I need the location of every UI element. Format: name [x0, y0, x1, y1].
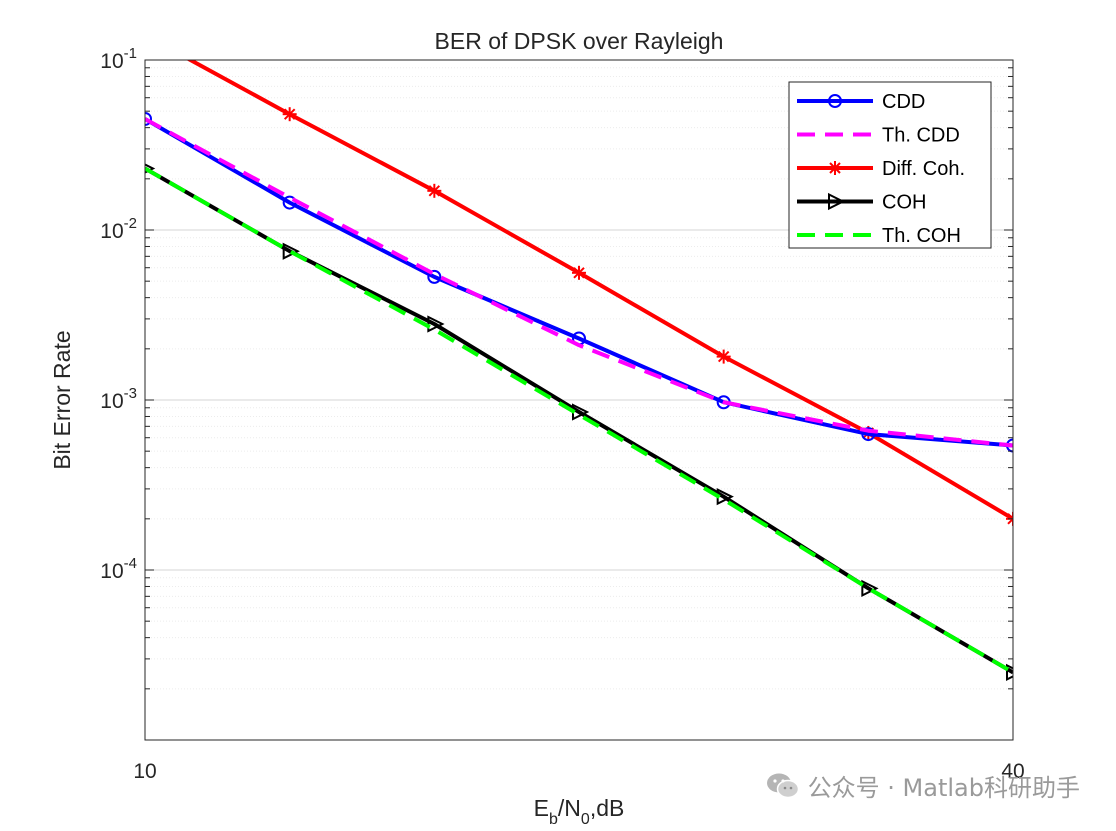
series-line	[145, 117, 1013, 448]
y-tick-label-exponent: -3	[124, 385, 137, 402]
data-point	[1006, 663, 1013, 681]
series-line	[145, 117, 1013, 448]
chart-title: BER of DPSK over Rayleigh	[435, 28, 724, 54]
x-axis-label-sub2: 0	[581, 811, 590, 828]
series-th-cdd	[145, 117, 1013, 448]
tick-marks	[145, 67, 1013, 741]
x-axis-label-sub1: b	[549, 811, 558, 828]
y-tick-labels: 10-110-210-310-4	[100, 45, 137, 583]
x-axis-label-tail: ,dB	[590, 795, 625, 821]
y-axis-label: Bit Error Rate	[49, 330, 75, 469]
data-point	[282, 107, 297, 122]
data-point	[716, 349, 731, 364]
legend-entry: CDD	[797, 91, 925, 113]
data-point	[145, 111, 152, 126]
data-point	[572, 265, 586, 280]
y-tick-label: 10-1	[100, 45, 137, 73]
data-point	[828, 161, 842, 175]
watermark: 公众号 · Matlab科研助手	[766, 768, 1080, 803]
series-line	[145, 166, 1013, 675]
legend-label: Th. COH	[882, 225, 961, 247]
legend-entry: Th. COH	[797, 225, 961, 247]
legend-box	[788, 81, 992, 249]
series-layer	[138, 28, 1013, 681]
y-tick-label: 10-4	[100, 555, 137, 583]
legend-entry: Th. CDD	[797, 125, 960, 147]
y-tick-label: 10-3	[100, 385, 137, 413]
data-point	[427, 269, 442, 284]
x-axis-label: Eb/N0,dB	[534, 795, 625, 828]
legend-entry: Diff. Coh.	[797, 158, 965, 180]
data-point	[861, 427, 876, 442]
series-coh	[145, 163, 1013, 681]
data-point	[138, 28, 152, 42]
data-point	[282, 242, 300, 260]
legend-entry: COH	[797, 192, 926, 214]
legend: CDD Th. CDD Diff. Coh. COH Th. COH	[788, 81, 992, 249]
x-tick-label: 40	[1001, 760, 1024, 783]
x-tick-label: 10	[133, 760, 156, 783]
x-axis-label-mid: /N	[558, 795, 581, 821]
legend-label: CDD	[882, 91, 925, 113]
data-point	[861, 579, 879, 597]
data-point	[427, 315, 445, 333]
y-tick-label-exponent: -4	[124, 555, 137, 572]
y-tick-label-base: 10	[100, 50, 123, 73]
legend-entries: CDD Th. CDD Diff. Coh. COH Th. COH	[797, 91, 965, 247]
data-point	[828, 94, 842, 108]
x-tick-labels: 10 40	[133, 760, 1024, 783]
legend-label: Th. CDD	[882, 125, 960, 147]
y-tick-label-base: 10	[100, 390, 123, 413]
legend-label: Diff. Coh.	[882, 158, 965, 180]
data-point	[427, 183, 442, 198]
y-tick-label-exponent: -1	[124, 45, 137, 62]
y-tick-label: 10-2	[100, 215, 137, 243]
data-point	[828, 192, 846, 211]
data-point	[145, 163, 156, 174]
watermark-text: 公众号 · Matlab科研助手	[807, 774, 1080, 802]
wechat-icon	[766, 773, 799, 798]
y-tick-label-base: 10	[100, 560, 123, 583]
y-tick-label-base: 10	[100, 220, 123, 243]
x-axis-label-base: E	[534, 795, 549, 821]
legend-label: COH	[882, 192, 926, 214]
y-tick-label-exponent: -2	[124, 215, 137, 232]
